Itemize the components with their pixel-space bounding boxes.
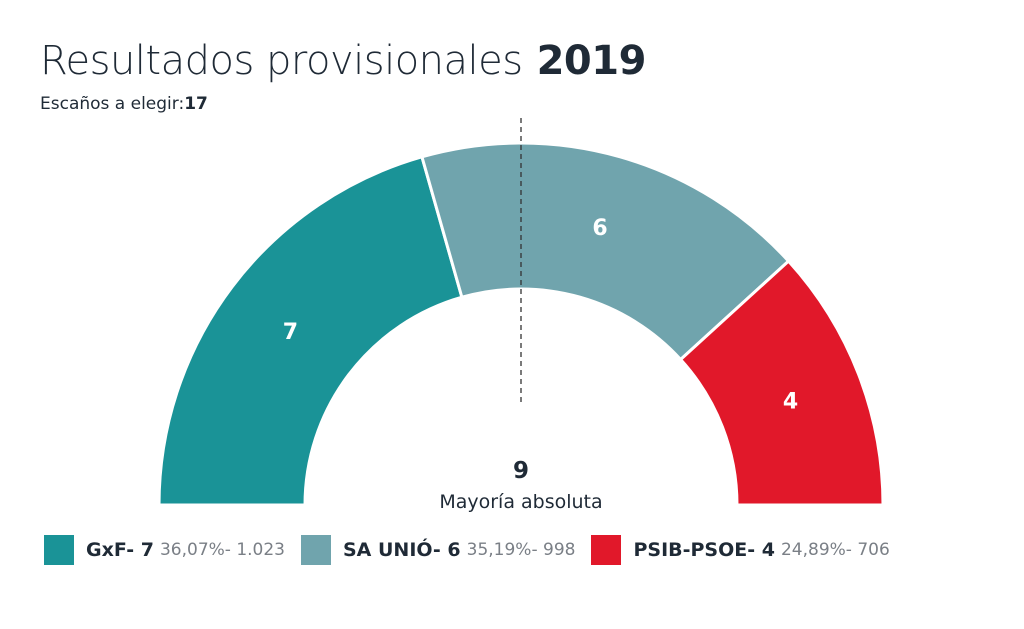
subtitle-label: Escaños a elegir: <box>40 94 185 114</box>
legend-item: SA UNIÓ- 6 35,19%- 998 <box>301 535 575 565</box>
legend-name: PSIB-PSOE- 4 <box>633 539 775 561</box>
title-text: Resultados provisionales <box>40 38 523 84</box>
legend-stats: 35,19%- 998 <box>466 540 576 560</box>
segment-psib-psoe <box>678 259 885 507</box>
chart-title: Resultados provisionales 2019 <box>40 38 646 84</box>
segment-label: 4 <box>783 390 798 415</box>
legend-swatch <box>44 535 74 565</box>
legend-name: GxF- 7 <box>86 539 154 561</box>
segment-gxf <box>157 154 464 507</box>
legend-stats: 36,07%- 1.023 <box>159 540 285 560</box>
legend-item: PSIB-PSOE- 4 24,89%- 706 <box>591 535 890 565</box>
segment-sa-uni- <box>420 141 791 362</box>
chart-subtitle: Escaños a elegir:17 <box>40 94 208 114</box>
legend-item: GxF- 7 36,07%- 1.023 <box>44 535 285 565</box>
legend-swatch <box>301 535 331 565</box>
legend-name: SA UNIÓ- 6 <box>343 539 461 561</box>
legend: GxF- 7 36,07%- 1.023 SA UNIÓ- 6 35,19%- 998… <box>44 535 906 565</box>
segment-label: 7 <box>283 320 298 345</box>
subtitle-seats: 17 <box>184 94 208 114</box>
majority-value: 9 <box>513 458 529 484</box>
majority-label: Mayoría absoluta <box>439 491 602 513</box>
legend-swatch <box>591 535 622 565</box>
segment-label: 6 <box>592 216 607 241</box>
title-year: 2019 <box>536 38 647 84</box>
legend-stats: 24,89%- 706 <box>780 540 890 560</box>
